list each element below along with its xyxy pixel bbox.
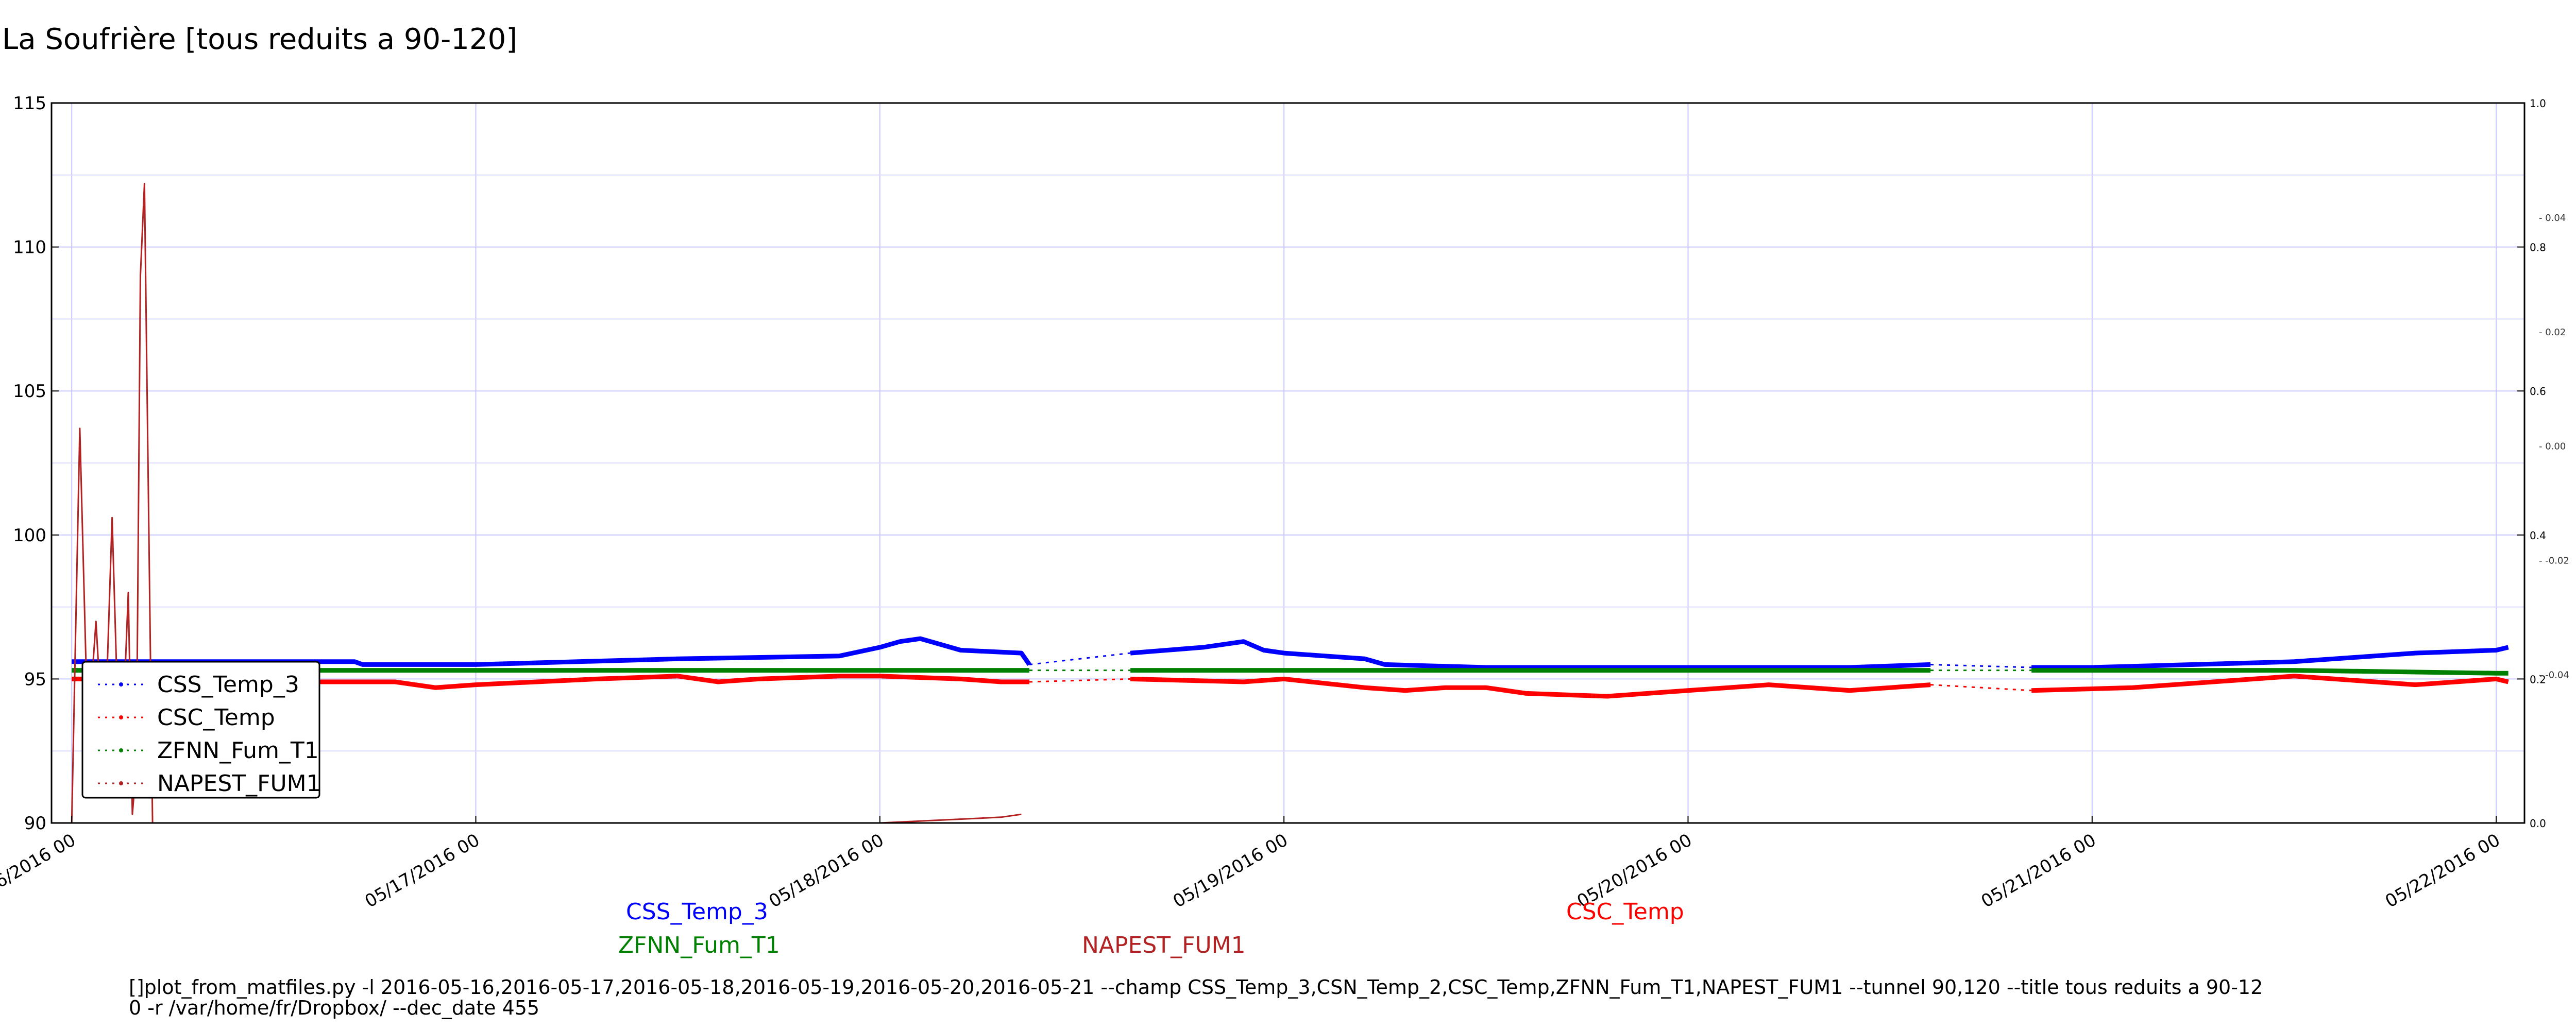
right-tick-label: 1.0 bbox=[2530, 97, 2546, 110]
right-inner-tick-label: - 0.04 bbox=[2539, 213, 2566, 224]
right-tick-label: 0.2 bbox=[2530, 673, 2546, 685]
x-tick-label: 05/17/2016 00 bbox=[361, 830, 483, 912]
series-gap-css_temp_3 bbox=[1029, 652, 1131, 665]
right-tick-label: 0.0 bbox=[2530, 817, 2546, 830]
legend-marker bbox=[119, 682, 123, 686]
right-tick-label: 0.4 bbox=[2530, 529, 2546, 542]
legend: CSS_Temp_3 CSC_Temp ZFNN_Fum_T1 NAPEST_FUM1 bbox=[81, 661, 321, 799]
legend-marker bbox=[119, 748, 123, 752]
legend-label: CSS_Temp_3 bbox=[157, 672, 299, 698]
grid bbox=[52, 102, 2524, 823]
command-line-1: []plot_from_matfiles.py -l 2016-05-16,20… bbox=[129, 976, 2263, 999]
x-tick-label: 05/16/2016 00 bbox=[0, 830, 79, 912]
x-tick-label: 05/19/2016 00 bbox=[1170, 830, 1292, 912]
command-line-2: 0 -r /var/home/fr/Dropbox/ --dec_date 45… bbox=[129, 997, 540, 1019]
series-gap-csc_temp bbox=[1930, 684, 2032, 692]
series-caption: CSC_Temp bbox=[1566, 899, 1684, 925]
legend-marker bbox=[119, 781, 123, 785]
y-tick-label: 90 bbox=[24, 813, 46, 834]
axes: 05/16/2016 00 05/17/2016 00 05/18/2016 00 0… bbox=[0, 93, 2569, 912]
y-tick-label: 100 bbox=[13, 525, 46, 546]
legend-box bbox=[81, 661, 320, 799]
x-tick-label: 05/21/2016 00 bbox=[1978, 830, 2100, 912]
chart-title: La Soufrière [tous reduits a 90-120] bbox=[2, 23, 517, 56]
series-caption: NAPEST_FUM1 bbox=[1082, 932, 1246, 958]
series-gap-css_temp_3 bbox=[1930, 663, 2032, 668]
y-tick-label: 105 bbox=[13, 381, 46, 402]
legend-label: ZFNN_Fum_T1 bbox=[157, 737, 319, 764]
right-inner-tick-label: - 0.00 bbox=[2539, 441, 2566, 452]
y-tick-label: 95 bbox=[24, 669, 46, 690]
series-line-zfnn_fum_t1 bbox=[72, 668, 2509, 676]
y-tick-label: 115 bbox=[13, 93, 46, 114]
legend-label: NAPEST_FUM1 bbox=[157, 770, 321, 797]
series-lines bbox=[71, 183, 2509, 824]
series-caption: ZFNN_Fum_T1 bbox=[618, 932, 780, 958]
x-tick-label: 05/22/2016 00 bbox=[2382, 830, 2504, 912]
legend-marker bbox=[119, 715, 123, 719]
plot-frame bbox=[50, 102, 2526, 824]
legend-label: CSC_Temp bbox=[157, 705, 275, 731]
right-tick-label: 0.8 bbox=[2530, 242, 2546, 254]
series-line-css_temp_3 bbox=[72, 636, 2509, 670]
right-inner-tick-label: - 0.02 bbox=[2539, 327, 2566, 338]
y-tick-label: 110 bbox=[13, 237, 46, 258]
series-caption: CSS_Temp_3 bbox=[626, 899, 768, 925]
series-gap-csc_temp bbox=[1029, 678, 1131, 683]
right-inner-tick-label: - -0.04 bbox=[2539, 670, 2569, 681]
right-inner-tick-label: - -0.02 bbox=[2539, 556, 2569, 566]
right-tick-label: 0.6 bbox=[2530, 385, 2546, 398]
x-tick-label: 05/18/2016 00 bbox=[766, 830, 888, 912]
